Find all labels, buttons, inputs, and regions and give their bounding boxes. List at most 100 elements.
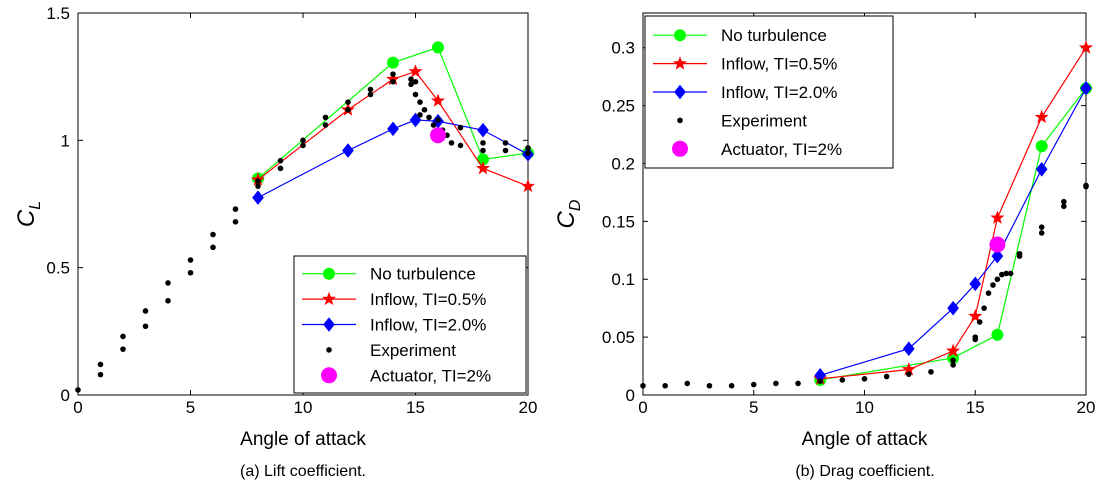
data-point <box>300 143 306 149</box>
data-point <box>862 376 868 382</box>
legend-label: Experiment <box>370 341 456 360</box>
legend-marker <box>675 30 686 41</box>
legend-label: Experiment <box>721 111 807 130</box>
y-axis-label-main: C <box>553 210 580 228</box>
x-tick-label: 5 <box>749 398 758 417</box>
y-axis-label-sub: D <box>567 199 584 211</box>
data-point <box>981 305 987 311</box>
data-point <box>906 371 912 377</box>
data-point <box>278 166 284 172</box>
data-point <box>995 276 1001 282</box>
data-point <box>345 107 351 113</box>
data-point <box>345 99 351 105</box>
data-point <box>165 280 171 286</box>
data-point <box>1039 224 1045 230</box>
data-point <box>188 270 194 276</box>
data-point <box>278 158 284 164</box>
y-axis-label-main: C <box>13 209 40 227</box>
data-point <box>413 92 419 98</box>
data-point <box>707 383 713 389</box>
data-point <box>773 381 779 387</box>
x-tick-label: 0 <box>73 398 82 417</box>
legend-marker <box>677 118 683 124</box>
data-point <box>413 79 419 85</box>
data-point <box>525 145 531 151</box>
data-point <box>300 138 306 144</box>
y-axis-label: CD <box>553 199 584 228</box>
data-point <box>662 383 668 389</box>
legend-label: Inflow, TI=2.0% <box>370 316 486 335</box>
data-point <box>323 122 329 128</box>
data-point <box>458 125 464 131</box>
data-point <box>233 206 239 212</box>
data-point <box>388 57 399 68</box>
data-point <box>188 257 194 263</box>
data-point <box>98 372 104 378</box>
data-point <box>884 374 890 380</box>
legend-marker <box>326 347 332 353</box>
data-point <box>417 112 423 118</box>
data-point <box>120 334 126 340</box>
data-point <box>417 99 423 105</box>
data-point <box>368 87 374 93</box>
figure-caption: (b) Drag coefficient. <box>795 463 934 480</box>
y-tick-label: 1 <box>61 131 70 150</box>
data-point <box>1008 271 1014 277</box>
data-point <box>1036 141 1047 152</box>
data-point <box>525 150 531 156</box>
data-point <box>435 117 441 123</box>
data-point <box>165 298 171 304</box>
x-tick-label: 0 <box>638 398 647 417</box>
data-point <box>480 140 486 146</box>
data-point <box>685 381 691 387</box>
y-tick-label: 0.25 <box>602 97 635 116</box>
legend: No turbulence Inflow, TI=0.5% Inflow, TI=2… <box>645 16 893 168</box>
y-tick-label: 0 <box>626 386 635 405</box>
x-tick-label: 5 <box>186 398 195 417</box>
data-point <box>503 140 509 146</box>
y-tick-label: 0 <box>61 386 70 405</box>
data-point <box>255 183 261 189</box>
data-point <box>840 377 846 383</box>
x-tick-label: 20 <box>519 398 538 417</box>
x-tick-label: 15 <box>966 398 985 417</box>
data-point <box>431 128 446 143</box>
data-point <box>210 232 216 238</box>
data-point <box>143 323 149 329</box>
data-point <box>323 115 329 121</box>
data-point <box>977 319 983 325</box>
legend-marker <box>322 368 337 383</box>
y-tick-label: 0.5 <box>46 259 70 278</box>
x-axis-label: Angle of attack <box>802 429 928 450</box>
y-axis-label-sub: L <box>27 201 44 210</box>
data-point <box>1083 183 1089 189</box>
y-tick-label: 0.3 <box>611 39 635 58</box>
data-point <box>640 383 646 389</box>
data-point <box>390 71 396 77</box>
data-point <box>950 357 956 363</box>
x-tick-label: 10 <box>294 398 313 417</box>
data-point <box>255 178 261 184</box>
data-point <box>972 337 978 343</box>
data-point <box>431 122 437 128</box>
data-point <box>503 148 509 154</box>
figure-caption: (a) Lift coefficient. <box>240 463 366 480</box>
y-axis-label: CL <box>13 201 44 227</box>
y-tick-label: 0.15 <box>602 212 635 231</box>
data-point <box>992 329 1003 340</box>
legend-label: Inflow, TI=0.5% <box>370 290 486 309</box>
data-point <box>390 79 396 85</box>
data-point <box>928 369 934 375</box>
legend-marker <box>324 268 335 279</box>
series-actuator-ti-2 <box>990 237 1005 252</box>
data-point <box>449 140 455 146</box>
legend-label: No turbulence <box>721 26 827 45</box>
y-tick-label: 0.2 <box>611 154 635 173</box>
data-point <box>480 148 486 154</box>
data-point <box>729 383 735 389</box>
data-point <box>817 378 823 384</box>
y-tick-label: 0.05 <box>602 328 635 347</box>
data-point <box>751 382 757 388</box>
x-tick-label: 15 <box>406 398 425 417</box>
x-tick-label: 10 <box>855 398 874 417</box>
